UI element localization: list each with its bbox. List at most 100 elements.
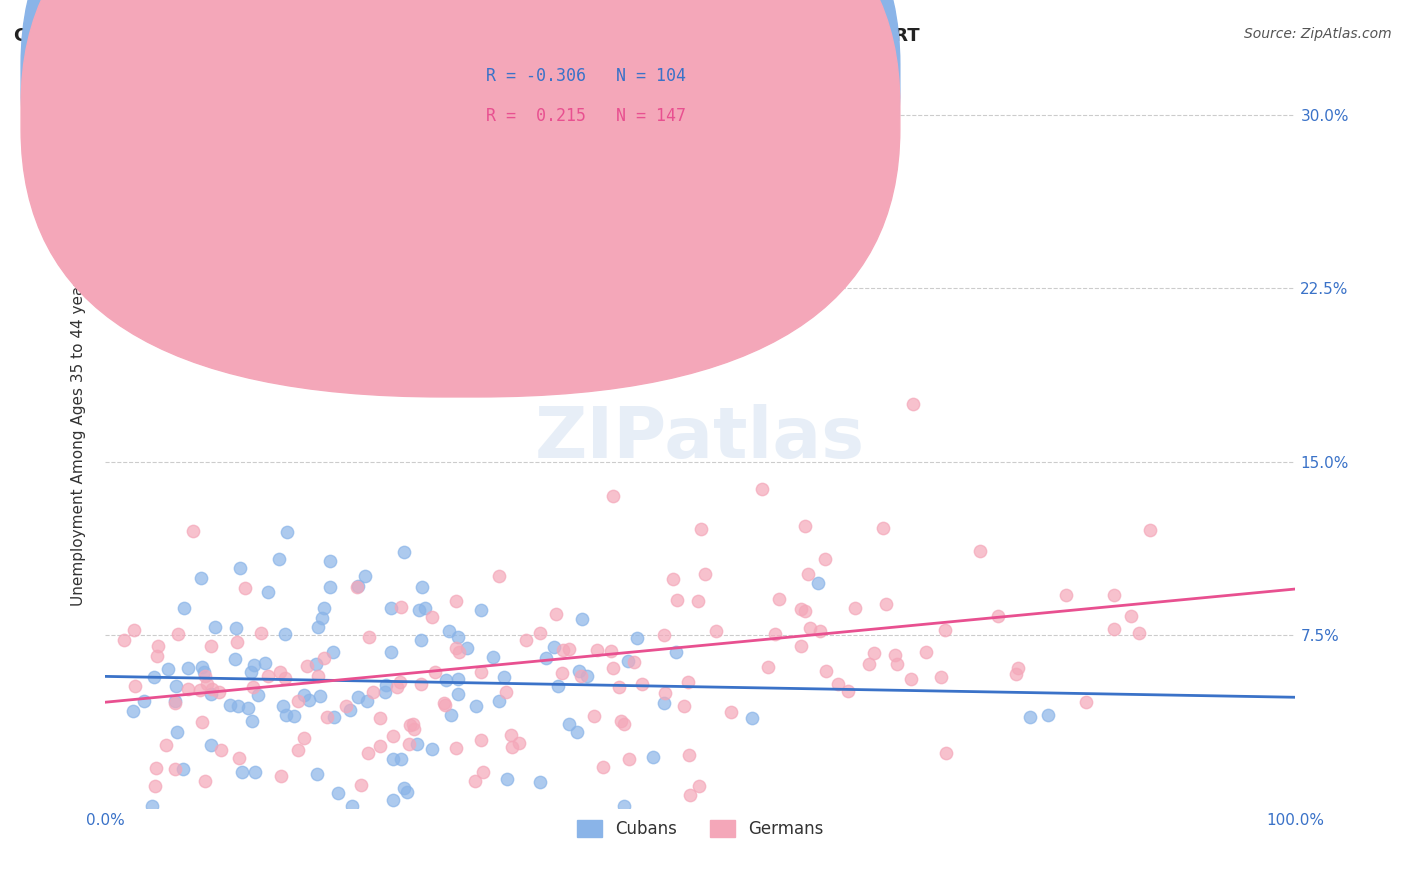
- Germans: [751, 482, 773, 496]
- Germans: [112, 632, 135, 647]
- Germans: [183, 524, 205, 538]
- Germans: [553, 643, 575, 657]
- Cubans: [166, 725, 188, 739]
- Germans: [146, 639, 169, 653]
- Germans: [444, 740, 467, 755]
- Germans: [167, 627, 190, 641]
- Germans: [292, 731, 315, 745]
- Germans: [146, 648, 169, 663]
- Germans: [799, 621, 821, 635]
- Germans: [350, 778, 373, 792]
- Legend: Cubans, Germans: Cubans, Germans: [569, 813, 831, 845]
- Cubans: [273, 627, 295, 641]
- Germans: [464, 774, 486, 789]
- Germans: [872, 521, 894, 535]
- Cubans: [420, 742, 443, 756]
- Germans: [678, 747, 700, 762]
- Cubans: [447, 630, 470, 644]
- Germans: [295, 658, 318, 673]
- Germans: [492, 246, 515, 260]
- Cubans: [558, 716, 581, 731]
- Germans: [1007, 661, 1029, 675]
- Germans: [501, 740, 523, 755]
- Cubans: [204, 620, 226, 634]
- Cubans: [807, 575, 830, 590]
- Germans: [693, 566, 716, 581]
- Text: R = -0.306   N = 104: R = -0.306 N = 104: [486, 67, 686, 85]
- Germans: [592, 760, 614, 774]
- Germans: [402, 717, 425, 731]
- Germans: [515, 633, 537, 648]
- Cubans: [447, 672, 470, 686]
- Germans: [582, 708, 605, 723]
- Germans: [242, 680, 264, 694]
- Cubans: [565, 724, 588, 739]
- Cubans: [406, 737, 429, 751]
- Germans: [837, 683, 859, 698]
- Germans: [163, 696, 186, 710]
- Cubans: [347, 579, 370, 593]
- Cubans: [382, 793, 405, 807]
- Cubans: [356, 694, 378, 708]
- Cubans: [134, 694, 156, 708]
- Germans: [402, 723, 425, 737]
- Germans: [145, 760, 167, 774]
- Cubans: [375, 678, 398, 692]
- Germans: [797, 566, 820, 581]
- Cubans: [567, 665, 589, 679]
- Germans: [194, 668, 217, 682]
- Cubans: [292, 688, 315, 702]
- Germans: [145, 779, 167, 793]
- Germans: [312, 650, 335, 665]
- Cubans: [342, 799, 364, 814]
- Cubans: [380, 645, 402, 659]
- Cubans: [200, 739, 222, 753]
- Cubans: [308, 689, 330, 703]
- Germans: [287, 694, 309, 708]
- Germans: [398, 718, 420, 732]
- Cubans: [305, 657, 328, 672]
- Germans: [673, 698, 696, 713]
- Germans: [188, 682, 211, 697]
- Germans: [790, 601, 813, 615]
- Germans: [610, 714, 633, 728]
- Germans: [385, 680, 408, 694]
- Germans: [398, 737, 420, 751]
- Cubans: [271, 699, 294, 714]
- Cubans: [243, 658, 266, 673]
- Germans: [569, 669, 592, 683]
- Germans: [330, 362, 353, 376]
- Cubans: [238, 701, 260, 715]
- Germans: [194, 774, 217, 789]
- Cubans: [240, 665, 263, 680]
- Cubans: [382, 752, 405, 766]
- Germans: [1005, 667, 1028, 681]
- Germans: [411, 677, 433, 691]
- Cubans: [224, 652, 246, 666]
- Germans: [195, 676, 218, 690]
- Cubans: [1019, 709, 1042, 723]
- Germans: [790, 639, 813, 653]
- Germans: [934, 623, 956, 637]
- Cubans: [193, 665, 215, 679]
- Cubans: [191, 660, 214, 674]
- Cubans: [576, 669, 599, 683]
- Cubans: [374, 684, 396, 698]
- Germans: [177, 681, 200, 696]
- Cubans: [246, 688, 269, 702]
- Cubans: [276, 524, 298, 539]
- Germans: [689, 165, 711, 179]
- Germans: [808, 624, 831, 639]
- Germans: [862, 646, 884, 660]
- Cubans: [392, 781, 415, 796]
- Germans: [544, 607, 567, 621]
- Germans: [607, 680, 630, 694]
- Germans: [368, 739, 391, 753]
- Germans: [1104, 622, 1126, 636]
- Germans: [307, 669, 329, 683]
- Germans: [901, 397, 924, 411]
- Germans: [382, 729, 405, 743]
- Cubans: [225, 621, 247, 635]
- Text: ZIPatlas: ZIPatlas: [536, 404, 865, 473]
- Cubans: [305, 767, 328, 781]
